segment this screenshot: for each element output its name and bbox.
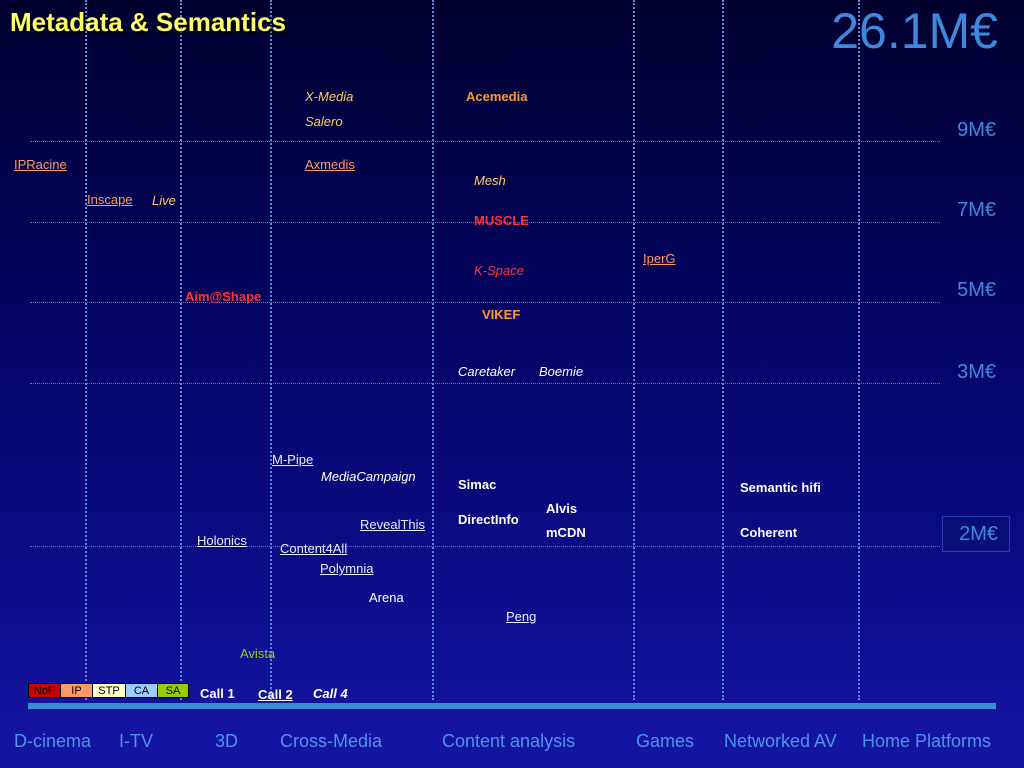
budget-line-7m (30, 222, 940, 223)
project-inscape: Inscape (87, 192, 133, 207)
budget-line-5m (30, 302, 940, 303)
project-semantic-hifi: Semantic hifi (740, 480, 821, 495)
project-x-media: X-Media (305, 89, 354, 104)
project-arena: Arena (369, 590, 404, 605)
project-peng: Peng (506, 609, 537, 624)
category-i-tv: I-TV (119, 731, 153, 751)
budget-level-2m: 2M€ (959, 523, 998, 545)
project-live: Live (152, 193, 176, 208)
project-axmedis: Axmedis (305, 157, 355, 172)
column-divider (633, 0, 635, 700)
category-axis-bar (28, 703, 996, 709)
project-revealthis: RevealThis (360, 517, 426, 532)
project-polymnia: Polymnia (320, 561, 374, 576)
legend-type-noe: NoE (28, 683, 61, 698)
project-coherent: Coherent (740, 525, 798, 540)
legend-call-2: Call 2 (258, 687, 293, 702)
legend-call-1: Call 1 (200, 686, 235, 701)
project-mesh: Mesh (474, 173, 506, 188)
category-networked-av: Networked AV (724, 731, 837, 751)
category-content-analysis: Content analysis (442, 731, 576, 751)
project-alvis: Alvis (546, 501, 578, 516)
column-divider (85, 0, 87, 700)
project-holonics: Holonics (197, 533, 247, 548)
total-budget: 26.1M€ (831, 3, 998, 59)
budget-level-3m: 3M€ (957, 361, 996, 383)
budget-level-highlight (942, 516, 1010, 552)
project-salero: Salero (305, 114, 343, 129)
legend-type-stp: STP (92, 683, 126, 698)
slide-title: Metadata & Semantics (10, 7, 286, 37)
project-ipracine: IPRacine (14, 157, 67, 172)
column-divider (858, 0, 860, 700)
legend-type-ca: CA (125, 683, 158, 698)
project-directinfo: DirectInfo (458, 512, 519, 527)
budget-level-9m: 9M€ (957, 119, 996, 141)
column-divider (270, 0, 272, 700)
project-muscle: MUSCLE (474, 213, 529, 228)
legend-type-ip: IP (60, 683, 93, 698)
category-home-platforms: Home Platforms (862, 731, 992, 751)
budget-line-2m (30, 546, 940, 547)
category-d-cinema: D-cinema (14, 731, 92, 751)
column-divider (180, 0, 182, 700)
budget-level-5m: 5M€ (957, 279, 996, 301)
legend-type-sa: SA (157, 683, 189, 698)
column-divider (722, 0, 724, 700)
budget-level-7m: 7M€ (957, 199, 996, 221)
project-avista: Avista (240, 646, 276, 661)
project-boemie: Boemie (539, 364, 584, 379)
project-k-space: K-Space (474, 263, 524, 278)
category-games: Games (636, 731, 695, 751)
category-3d: 3D (215, 731, 239, 751)
budget-line-3m (30, 383, 940, 384)
project-iperg: IperG (643, 251, 676, 266)
project-content4all: Content4All (280, 541, 348, 556)
column-divider (432, 0, 434, 700)
project-mediacampaign: MediaCampaign (321, 469, 416, 484)
legend-call-4: Call 4 (313, 686, 348, 701)
project-mcdn: mCDN (546, 525, 586, 540)
budget-line-9m (30, 141, 940, 142)
category-cross-media: Cross-Media (280, 731, 383, 751)
project-vikef: VIKEF (482, 307, 521, 322)
project-m-pipe: M-Pipe (272, 452, 314, 467)
project-aim-at-shape: Aim@Shape (185, 289, 262, 304)
project-caretaker: Caretaker (458, 364, 516, 379)
project-acemedia: Acemedia (466, 89, 528, 104)
project-simac: Simac (458, 477, 497, 492)
